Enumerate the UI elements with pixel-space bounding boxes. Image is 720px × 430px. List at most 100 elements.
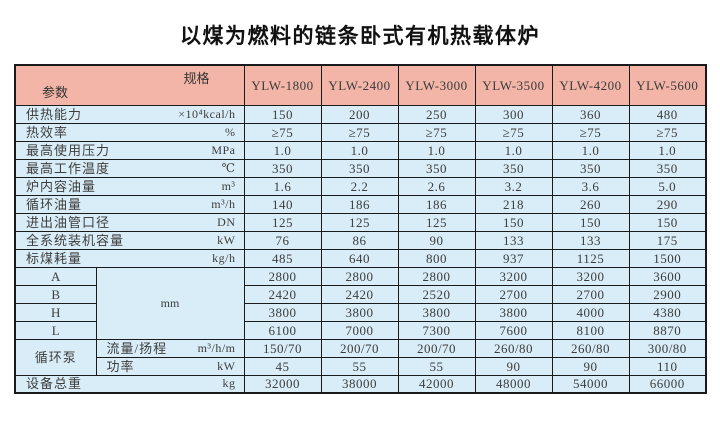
model-header: YLW-3500 [474,64,553,106]
value-cell: 2.6 [397,176,476,196]
param-name: 炉内容油量 [26,178,97,194]
value-cell: 2700 [551,284,630,304]
param-name: 进出油管口径 [26,214,111,230]
value-cell: 937 [474,248,553,268]
value-cell: 7000 [320,320,399,340]
param-name: 流量/扬程 [106,340,168,356]
value-cell: 480 [628,104,707,124]
boiler-spec-table: 规格 参数 YLW-1800 YLW-2400 YLW-3000 YLW-350… [14,64,707,394]
value-cell: 2800 [243,266,322,286]
value-cell: 4380 [628,302,707,322]
value-cell: 1500 [628,248,707,268]
value-cell: 133 [551,230,630,250]
value-cell: 1.6 [243,176,322,196]
param-unit: % [225,124,236,139]
value-cell: 8100 [551,320,630,340]
model-header: YLW-4200 [551,64,630,106]
param-unit: kg/h [212,250,236,265]
param-unit: MPa [211,142,236,157]
param-name: 最高使用压力 [26,142,111,158]
value-cell: 5.0 [628,176,707,196]
value-cell: 125 [397,212,476,232]
value-cell: 2520 [397,284,476,304]
value-cell: 110 [628,356,707,376]
table-row: 标煤耗量 kg/h 485 640 800 937 1125 1500 [14,248,707,268]
value-cell: 1.0 [628,140,707,160]
corner-param-label: 参数 [42,84,69,100]
value-cell: ≥75 [320,122,399,142]
value-cell: 260/80 [474,338,553,358]
param-unit: m³/h/m [197,340,236,355]
value-cell: 150 [551,212,630,232]
param-name: 循环油量 [26,196,83,212]
dimension-label: L [14,320,97,340]
value-cell: ≥75 [474,122,553,142]
dimension-label: A [14,266,97,286]
value-cell: 3800 [243,302,322,322]
value-cell: 7600 [474,320,553,340]
table-row: 供热能力 ×10⁴kcal/h 150 200 250 300 360 480 [14,104,707,124]
value-cell: 4000 [551,302,630,322]
table-row: B 2420 2420 2520 2700 2700 2900 [14,284,707,304]
spec-table-body: 供热能力 ×10⁴kcal/h 150 200 250 300 360 480 热效率% ≥75 ≥… [14,104,707,394]
value-cell: 175 [628,230,707,250]
page-title: 以煤为燃料的链条卧式有机热载体炉 [180,25,540,48]
table-row: 循环泵 流量/扬程 m³/h/m 150/70 200/70 200/70 260/80 26… [14,338,707,376]
value-cell: 250 [397,104,476,124]
value-cell: 350 [551,158,630,178]
value-cell: 150 [243,104,322,124]
table-row: 全系统装机容量 kW 76 86 90 133 133 175 [14,230,707,250]
param-name: 最高工作温度 [26,160,111,176]
param-label-cell: 最高使用压力 MPa [14,140,245,160]
value-cell: 45 [243,356,322,376]
value-cell: 3600 [628,266,707,286]
table-row: 循环油量 m³/h 140 186 186 218 260 290 [14,194,707,214]
param-unit: ℃ [221,160,236,175]
value-cell: 55 [320,356,399,376]
value-cell: ≥75 [243,122,322,142]
table-row: 功率 kW 45 55 55 90 90 110 [15,356,707,376]
value-cell: 1.0 [397,140,476,160]
value-cell: 186 [320,194,399,214]
pump-param-cell: 流量/扬程 m³/h/m [95,338,245,358]
param-unit: kW [217,232,236,247]
param-label-cell: 进出油管口径 DN [14,212,245,232]
value-cell: 90 [474,356,553,376]
value-cell: 350 [320,158,399,178]
value-cell: 290 [628,194,707,214]
value-cell: 350 [243,158,322,178]
value-cell: 150 [474,212,553,232]
model-header: YLW-5600 [628,64,707,106]
pump-param-cell: 功率 kW [95,356,245,376]
value-cell: 3.2 [474,176,553,196]
value-cell: 3800 [474,302,553,322]
value-cell: 32000 [243,374,322,394]
value-cell: 133 [474,230,553,250]
value-cell: 125 [320,212,399,232]
value-cell: 350 [397,158,476,178]
value-cell: 2800 [320,266,399,286]
value-cell: 7300 [397,320,476,340]
value-cell: 3800 [320,302,399,322]
table-row: 进出油管口径 DN 125 125 125 150 150 150 [14,212,707,232]
value-cell: 350 [474,158,553,178]
value-cell: 125 [243,212,322,232]
table-row: 设备总重 kg 32000 38000 42000 48000 54000 66000 [14,374,707,394]
value-cell: 350 [628,158,707,178]
header-row: 规格 参数 YLW-1800 YLW-2400 YLW-3000 YLW-350… [14,64,707,106]
value-cell: 3.6 [551,176,630,196]
param-name: 热效率 [26,124,69,140]
value-cell: 1.0 [243,140,322,160]
param-label-cell: 设备总重 kg [14,374,245,394]
param-label-cell: 热效率% [14,122,245,142]
param-unit: kW [217,358,236,373]
param-name: 设备总重 [26,376,83,392]
value-cell: 38000 [320,374,399,394]
table-row: L 6100 7000 7300 7600 8100 8870 [14,320,707,340]
value-cell: 200/70 [397,338,476,358]
value-cell: 2.2 [320,176,399,196]
value-cell: 55 [397,356,476,376]
value-cell: ≥75 [551,122,630,142]
value-cell: 2900 [628,284,707,304]
